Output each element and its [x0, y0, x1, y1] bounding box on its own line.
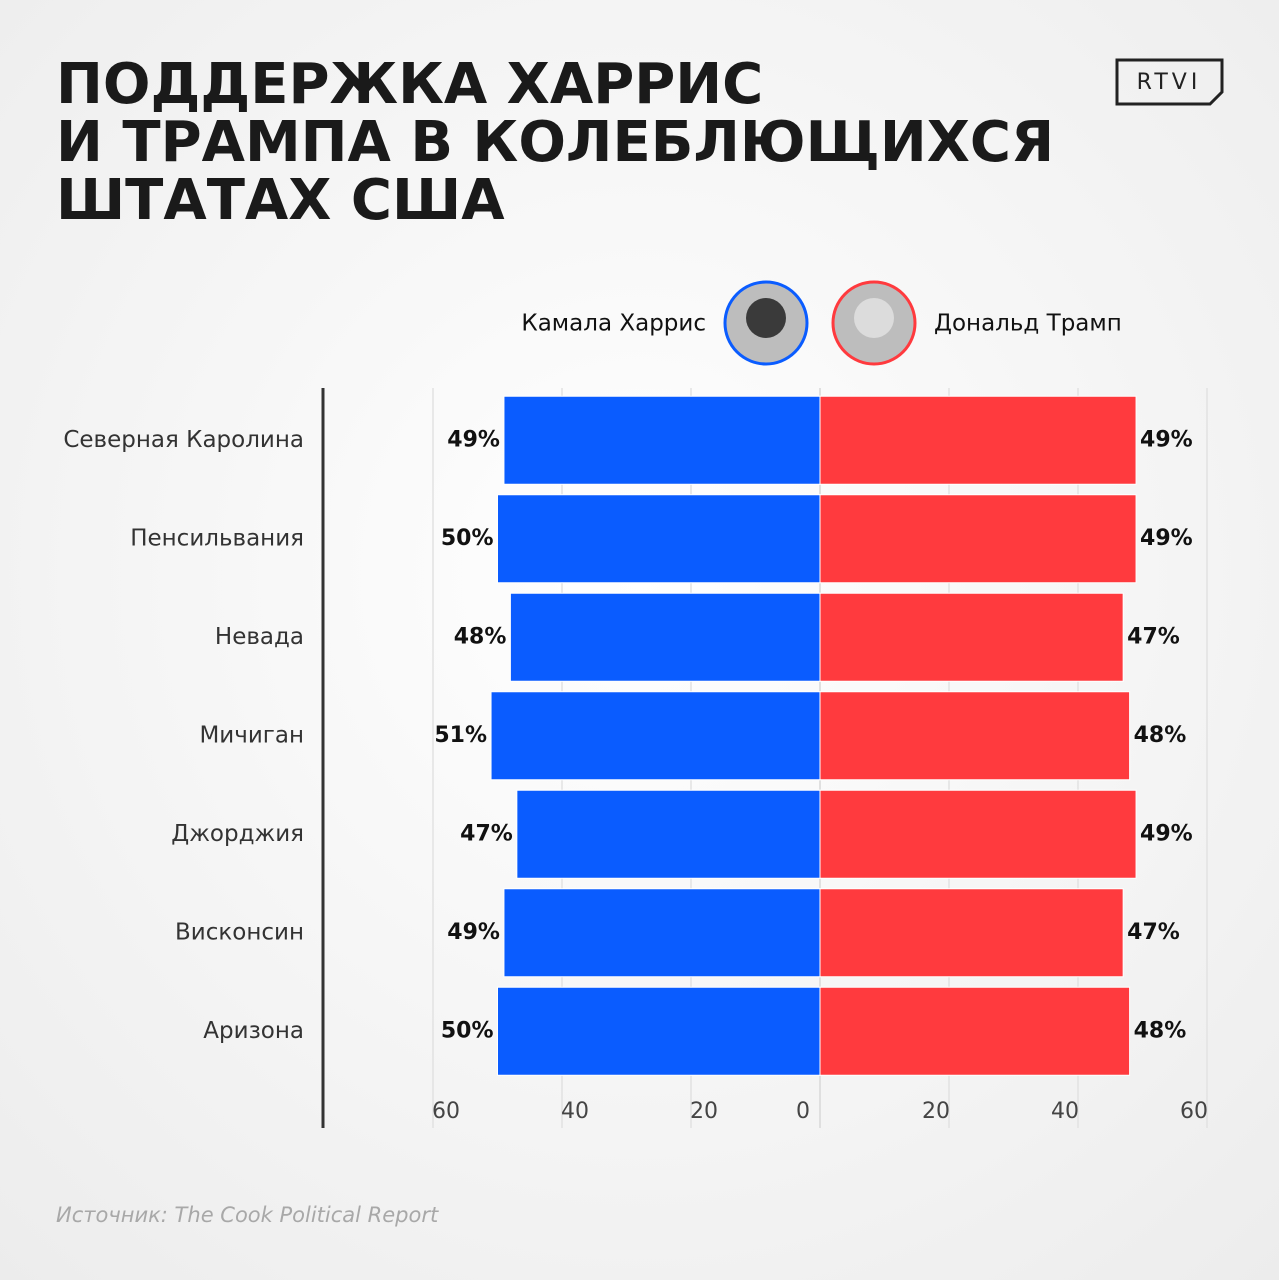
- value-label: 47%: [460, 821, 513, 846]
- category-label: Аризона: [203, 1018, 304, 1044]
- value-label: 50%: [441, 526, 494, 551]
- x-tick-label: 0: [796, 1099, 810, 1124]
- bar: [516, 789, 821, 879]
- legend-label: Камала Харрис: [521, 311, 706, 337]
- value-label: 49%: [1140, 526, 1193, 551]
- legend-photo-face: [854, 298, 894, 338]
- x-tick-label: 40: [561, 1099, 589, 1124]
- x-tick-label: 60: [432, 1099, 460, 1124]
- bar: [497, 494, 821, 584]
- logo: RTVI: [1137, 70, 1202, 95]
- x-tick-label: 40: [1051, 1099, 1079, 1124]
- value-label: 47%: [1127, 624, 1180, 649]
- bar: [819, 888, 1124, 978]
- logo-frame: [1115, 58, 1224, 106]
- value-label: 49%: [447, 920, 500, 945]
- category-label: Невада: [215, 624, 304, 650]
- bar: [490, 691, 821, 781]
- title-line: ШТАТАХ США: [56, 168, 505, 233]
- x-tick-label: 20: [922, 1099, 950, 1124]
- bar: [819, 789, 1137, 879]
- value-label: 49%: [1140, 427, 1193, 452]
- bar: [819, 395, 1137, 485]
- bar: [819, 494, 1137, 584]
- x-tick-label: 60: [1180, 1099, 1208, 1124]
- title: ПОДДЕРЖКА ХАРРИС И ТРАМПА В КОЛЕБЛЮЩИХСЯ…: [56, 52, 1054, 233]
- legend-photo-face: [746, 298, 786, 338]
- bar: [509, 592, 821, 682]
- source: Источник: The Cook Political Report: [56, 1203, 439, 1227]
- category-label: Пенсильвания: [130, 525, 304, 551]
- bar: [503, 888, 821, 978]
- bar: [819, 592, 1124, 682]
- value-label: 48%: [454, 624, 507, 649]
- bar: [503, 395, 821, 485]
- bar: [819, 986, 1131, 1076]
- bar: [497, 986, 821, 1076]
- category-label: Джорджия: [171, 821, 304, 847]
- value-label: 48%: [1134, 723, 1187, 748]
- bar: [819, 691, 1131, 781]
- title-line: И ТРАМПА В КОЛЕБЛЮЩИХСЯ: [56, 110, 1054, 175]
- value-label: 49%: [447, 427, 500, 452]
- category-label: Мичиган: [199, 722, 304, 748]
- value-label: 49%: [1140, 821, 1193, 846]
- title-line: ПОДДЕРЖКА ХАРРИС: [56, 52, 763, 117]
- value-label: 51%: [434, 723, 487, 748]
- value-label: 48%: [1134, 1018, 1187, 1043]
- value-label: 50%: [441, 1018, 494, 1043]
- legend-label: Дональд Трамп: [934, 311, 1122, 337]
- category-label: Северная Каролина: [63, 427, 304, 453]
- value-label: 47%: [1127, 920, 1180, 945]
- category-label: Висконсин: [175, 919, 304, 945]
- x-tick-label: 20: [690, 1099, 718, 1124]
